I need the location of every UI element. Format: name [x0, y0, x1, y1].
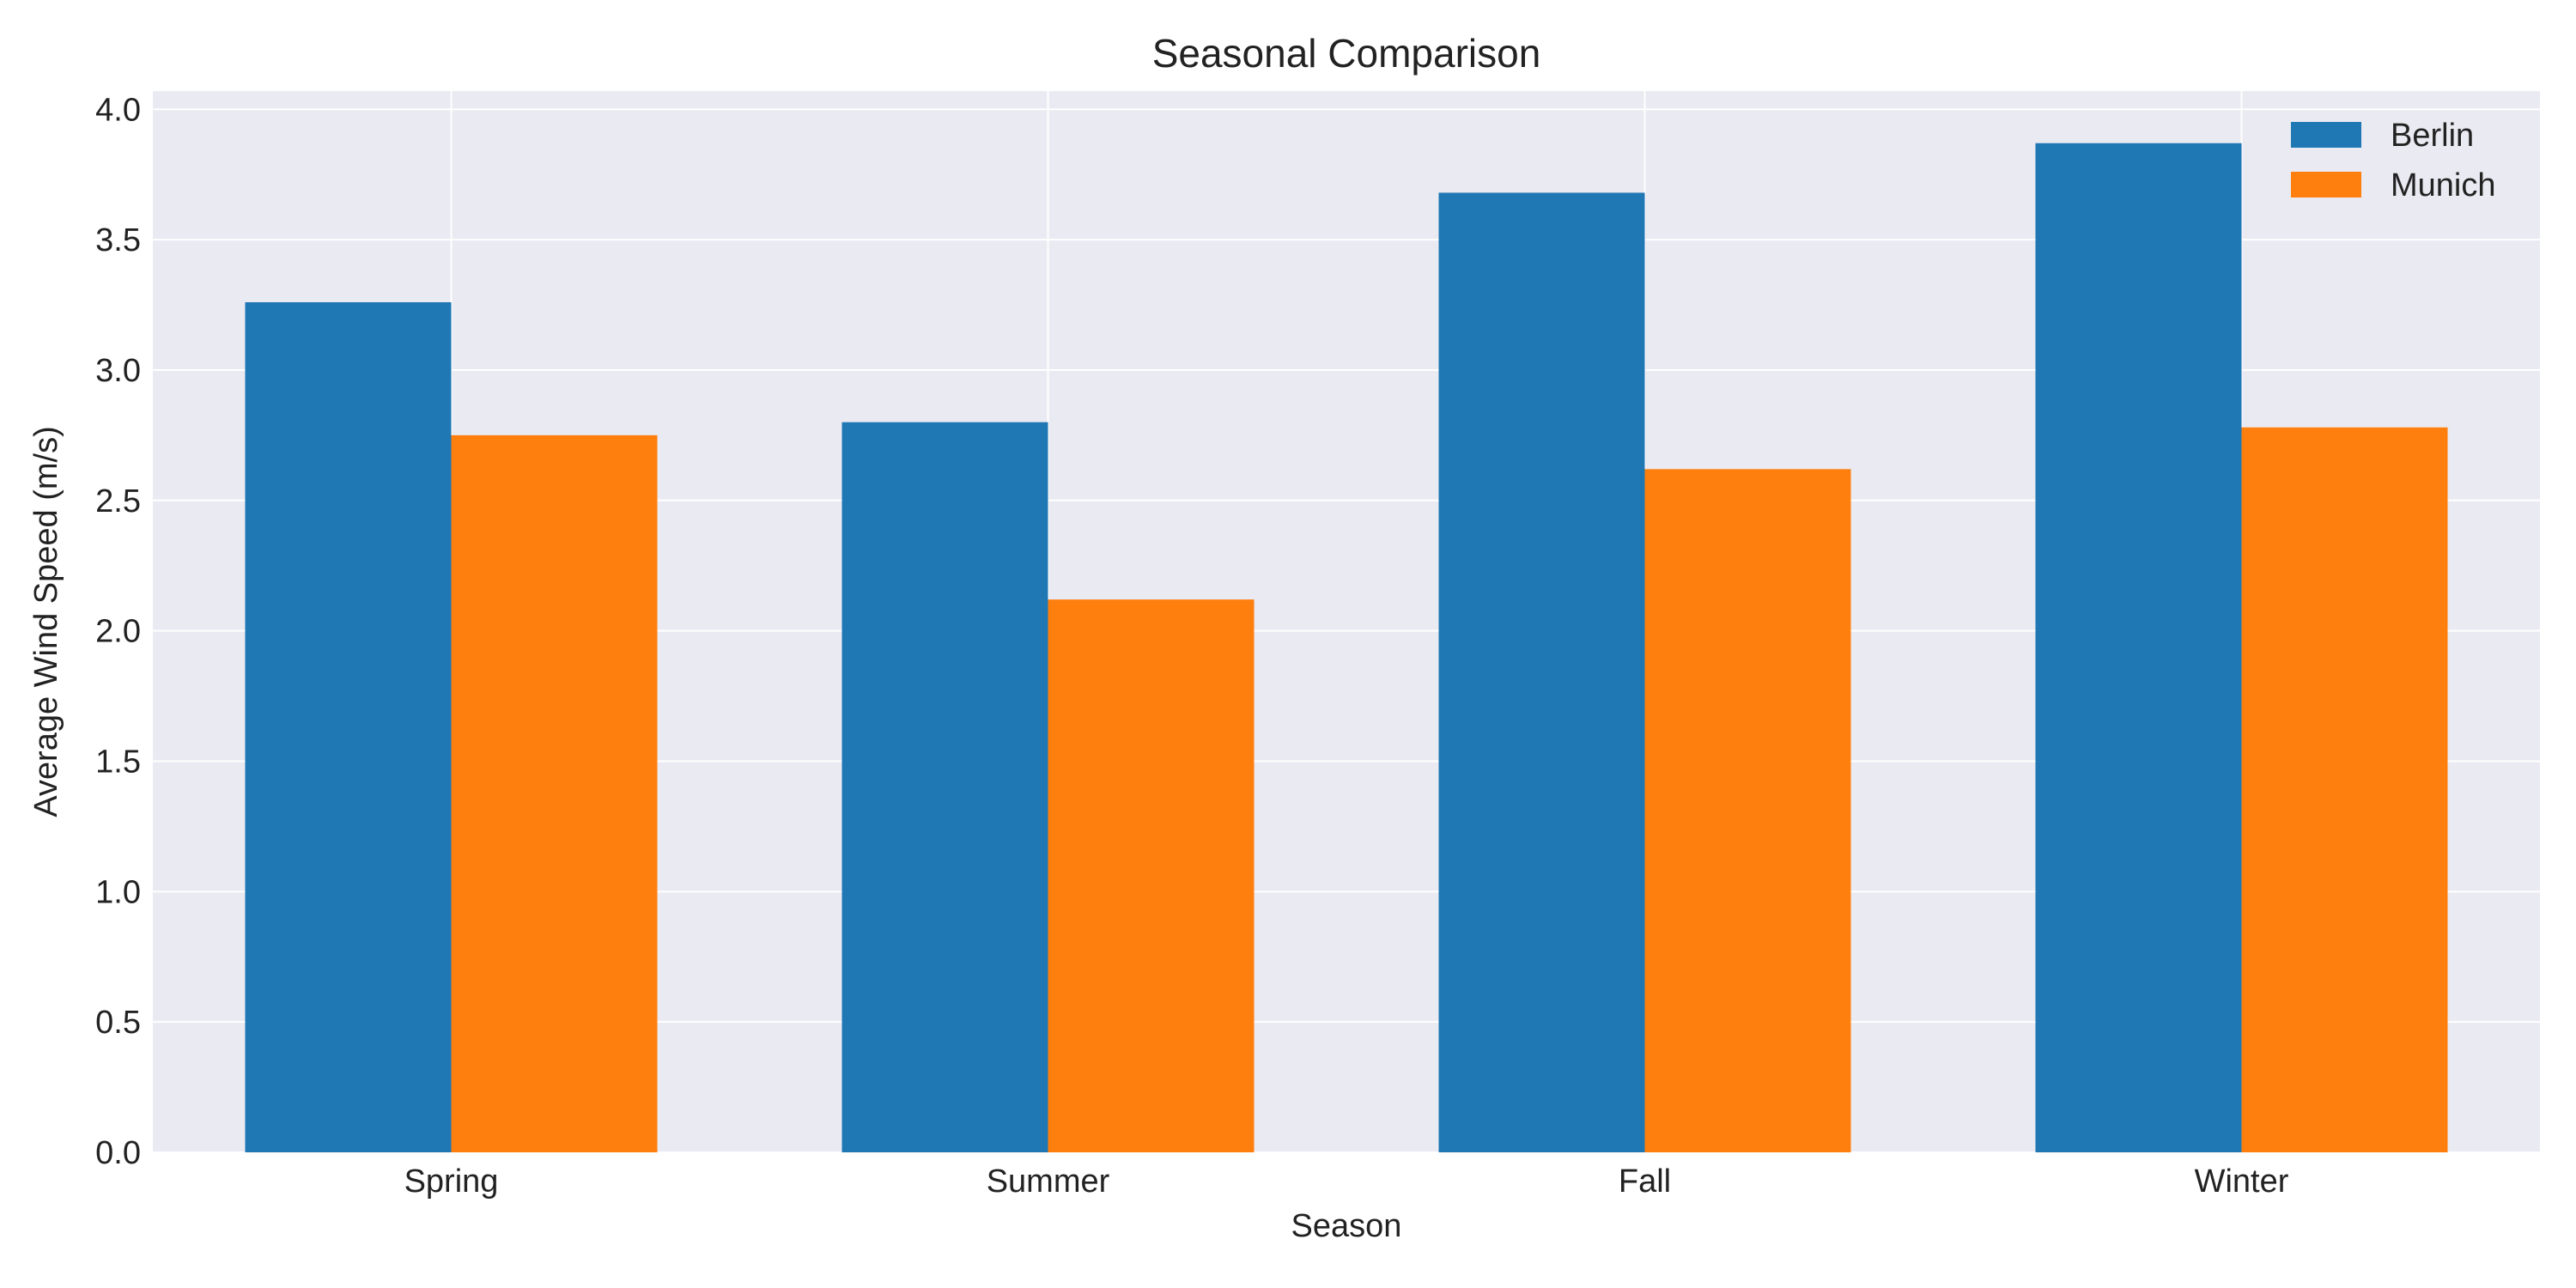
x-axis-label: Season: [1291, 1208, 1402, 1244]
y-tick-label: 3.5: [95, 222, 141, 258]
y-axis-ticks: 0.0 0.5 1.0 1.5 2.0 2.5 3.0 3.5 4.0: [95, 92, 141, 1171]
y-tick-label: 3.0: [95, 353, 141, 389]
bar-munich-spring: [451, 434, 658, 1152]
bar-munich-winter: [2241, 427, 2448, 1153]
y-tick-label: 1.5: [95, 744, 141, 780]
x-tick-label: Fall: [1619, 1163, 1671, 1200]
bars: [245, 143, 2448, 1153]
y-tick-label: 2.0: [95, 614, 141, 650]
y-tick-label: 0.0: [95, 1135, 141, 1171]
bar-munich-summer: [1048, 599, 1255, 1152]
x-tick-label: Summer: [987, 1163, 1110, 1200]
legend-swatch-munich: [2291, 172, 2361, 197]
bar-munich-fall: [1644, 469, 1851, 1152]
bar-berlin-winter: [2035, 143, 2242, 1153]
bar-berlin-summer: [841, 422, 1048, 1152]
y-tick-label: 1.0: [95, 874, 141, 910]
y-tick-label: 0.5: [95, 1005, 141, 1041]
bar-berlin-spring: [245, 301, 452, 1153]
legend-swatch-berlin: [2291, 122, 2361, 148]
x-tick-label: Winter: [2195, 1163, 2289, 1200]
legend-label-berlin: Berlin: [2391, 118, 2474, 154]
legend-label-munich: Munich: [2391, 167, 2496, 204]
bar-berlin-fall: [1438, 192, 1645, 1152]
x-tick-label: Spring: [404, 1163, 499, 1200]
legend: Berlin Munich: [2291, 118, 2496, 204]
chart-title: Seasonal Comparison: [1152, 31, 1541, 76]
y-tick-label: 4.0: [95, 92, 141, 128]
x-axis-ticks: Spring Summer Fall Winter: [404, 1163, 2289, 1200]
y-axis-label: Average Wind Speed (m/s): [28, 426, 64, 817]
y-tick-label: 2.5: [95, 483, 141, 519]
